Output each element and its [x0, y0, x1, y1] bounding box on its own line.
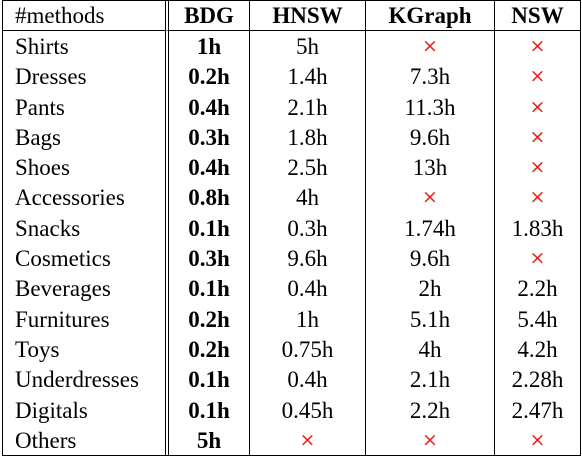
cell-kgraph: 2.1h [366, 364, 495, 395]
cell-kgraph: 13h [366, 152, 495, 183]
cell-category: Furnitures [3, 303, 169, 335]
cell-nsw: 5.4h [517, 306, 558, 332]
cell-kgraph: 9.6h [366, 243, 495, 274]
cell-bdg: 5h [169, 425, 250, 456]
table-row: Digitals 0.1h 0.45h 2.2h 2.47h [3, 394, 580, 426]
cell-kgraph: 4h [366, 334, 495, 365]
table-row: Dresses 0.2h 1.4h 7.3h × [3, 61, 580, 92]
cell-bdg: 0.2h [169, 334, 250, 365]
cell-category: Shoes [3, 152, 169, 183]
cell-hnsw: 0.4h [250, 364, 366, 395]
table-row: Beverages 0.1h 0.4h 2h 2.2h [3, 273, 580, 304]
table-row: Snacks 0.1h 0.3h 1.74h 1.83h [3, 213, 580, 244]
cell-hnsw: 4h [250, 182, 366, 214]
cell-bdg: 0.4h [169, 152, 250, 183]
table-row: Toys 0.2h 0.75h 4h 4.2h [3, 334, 580, 365]
cell-kgraph: 7.3h [366, 61, 495, 92]
cell-kgraph: 9.6h [366, 122, 495, 153]
cell-hnsw: 0.45h [250, 394, 366, 426]
cell-kgraph: 5.1h [366, 303, 495, 335]
cell-hnsw: 1.8h [250, 122, 366, 153]
cell-kgraph: 2h [366, 273, 495, 304]
cross-mark-icon: × [529, 428, 546, 451]
cell-hnsw: 2.1h [250, 91, 366, 123]
cross-mark-icon: × [529, 65, 546, 88]
cell-bdg: 0.1h [169, 394, 250, 426]
header-kgraph: KGraph [366, 1, 495, 32]
header-nsw: NSW [495, 1, 580, 32]
cell-category: Digitals [3, 394, 169, 426]
table-row: Shoes 0.4h 2.5h 13h × [3, 152, 580, 183]
cell-bdg: 0.1h [169, 213, 250, 244]
cell-category: Accessories [3, 182, 169, 214]
cell-hnsw: 2.5h [250, 152, 366, 183]
cell-category: Dresses [3, 61, 169, 92]
cell-hnsw: 1.4h [250, 61, 366, 92]
header-bdg: BDG [169, 1, 250, 32]
cell-nsw: 4.2h [517, 336, 558, 362]
cross-mark-icon: × [529, 156, 546, 179]
cell-bdg: 0.2h [169, 303, 250, 335]
table-row: Accessories 0.8h 4h × × [3, 182, 580, 214]
cell-category: Cosmetics [3, 243, 169, 274]
cell-category: Pants [3, 91, 169, 123]
cross-mark-icon: × [366, 425, 495, 456]
header-methods: #methods [3, 1, 169, 32]
cell-kgraph: 11.3h [366, 91, 495, 123]
cell-kgraph: 1.74h [366, 213, 495, 244]
cell-category: Snacks [3, 213, 169, 244]
cell-nsw: 1.83h [511, 215, 564, 241]
cross-mark-icon: × [250, 425, 366, 456]
cell-hnsw: 1h [250, 303, 366, 335]
cell-category: Bags [3, 122, 169, 153]
table-header: #methods BDG HNSW KGraph NSW [3, 1, 580, 32]
table-row: Pants 0.4h 2.1h 11.3h × [3, 91, 580, 123]
cell-hnsw: 9.6h [250, 243, 366, 274]
cell-hnsw: 5h [250, 31, 366, 62]
cell-category: Others [3, 425, 169, 456]
table-body: Shirts 1h 5h × × Dresses 0.2h 1.4h 7.3h × Pants 0.4… [3, 31, 580, 456]
cell-bdg: 0.1h [169, 273, 250, 304]
cell-bdg: 0.4h [169, 91, 250, 123]
cross-mark-icon: × [529, 186, 546, 209]
cross-mark-icon: × [529, 125, 546, 148]
cell-hnsw: 0.75h [250, 334, 366, 365]
cell-hnsw: 0.4h [250, 273, 366, 304]
table-row: Cosmetics 0.3h 9.6h 9.6h × [3, 243, 580, 274]
table-row: Bags 0.3h 1.8h 9.6h × [3, 122, 580, 153]
cell-kgraph: 2.2h [366, 394, 495, 426]
cell-bdg: 0.3h [169, 243, 250, 274]
table-row: Underdresses 0.1h 0.4h 2.1h 2.28h [3, 364, 580, 395]
table-row: Shirts 1h 5h × × [3, 31, 580, 62]
cross-mark-icon: × [366, 182, 495, 214]
header-row: #methods BDG HNSW KGraph NSW [3, 1, 580, 32]
cell-category: Beverages [3, 273, 169, 304]
cell-category: Shirts [3, 31, 169, 62]
table-row: Others 5h × × × [3, 425, 580, 456]
cell-bdg: 0.2h [169, 61, 250, 92]
cell-bdg: 0.3h [169, 122, 250, 153]
cell-nsw: 2.47h [511, 397, 564, 423]
table-row: Furnitures 0.2h 1h 5.1h 5.4h [3, 303, 580, 335]
cross-mark-icon: × [366, 31, 495, 62]
cell-category: Toys [3, 334, 169, 365]
cross-mark-icon: × [529, 34, 546, 57]
cross-mark-icon: × [529, 95, 546, 118]
cell-nsw: 2.2h [517, 276, 558, 302]
cross-mark-icon: × [529, 247, 546, 270]
cell-bdg: 1h [169, 31, 250, 62]
cell-hnsw: 0.3h [250, 213, 366, 244]
cell-bdg: 0.8h [169, 182, 250, 214]
cell-bdg: 0.1h [169, 364, 250, 395]
header-hnsw: HNSW [250, 1, 366, 32]
cell-category: Underdresses [3, 364, 169, 395]
cell-nsw: 2.28h [511, 367, 564, 393]
